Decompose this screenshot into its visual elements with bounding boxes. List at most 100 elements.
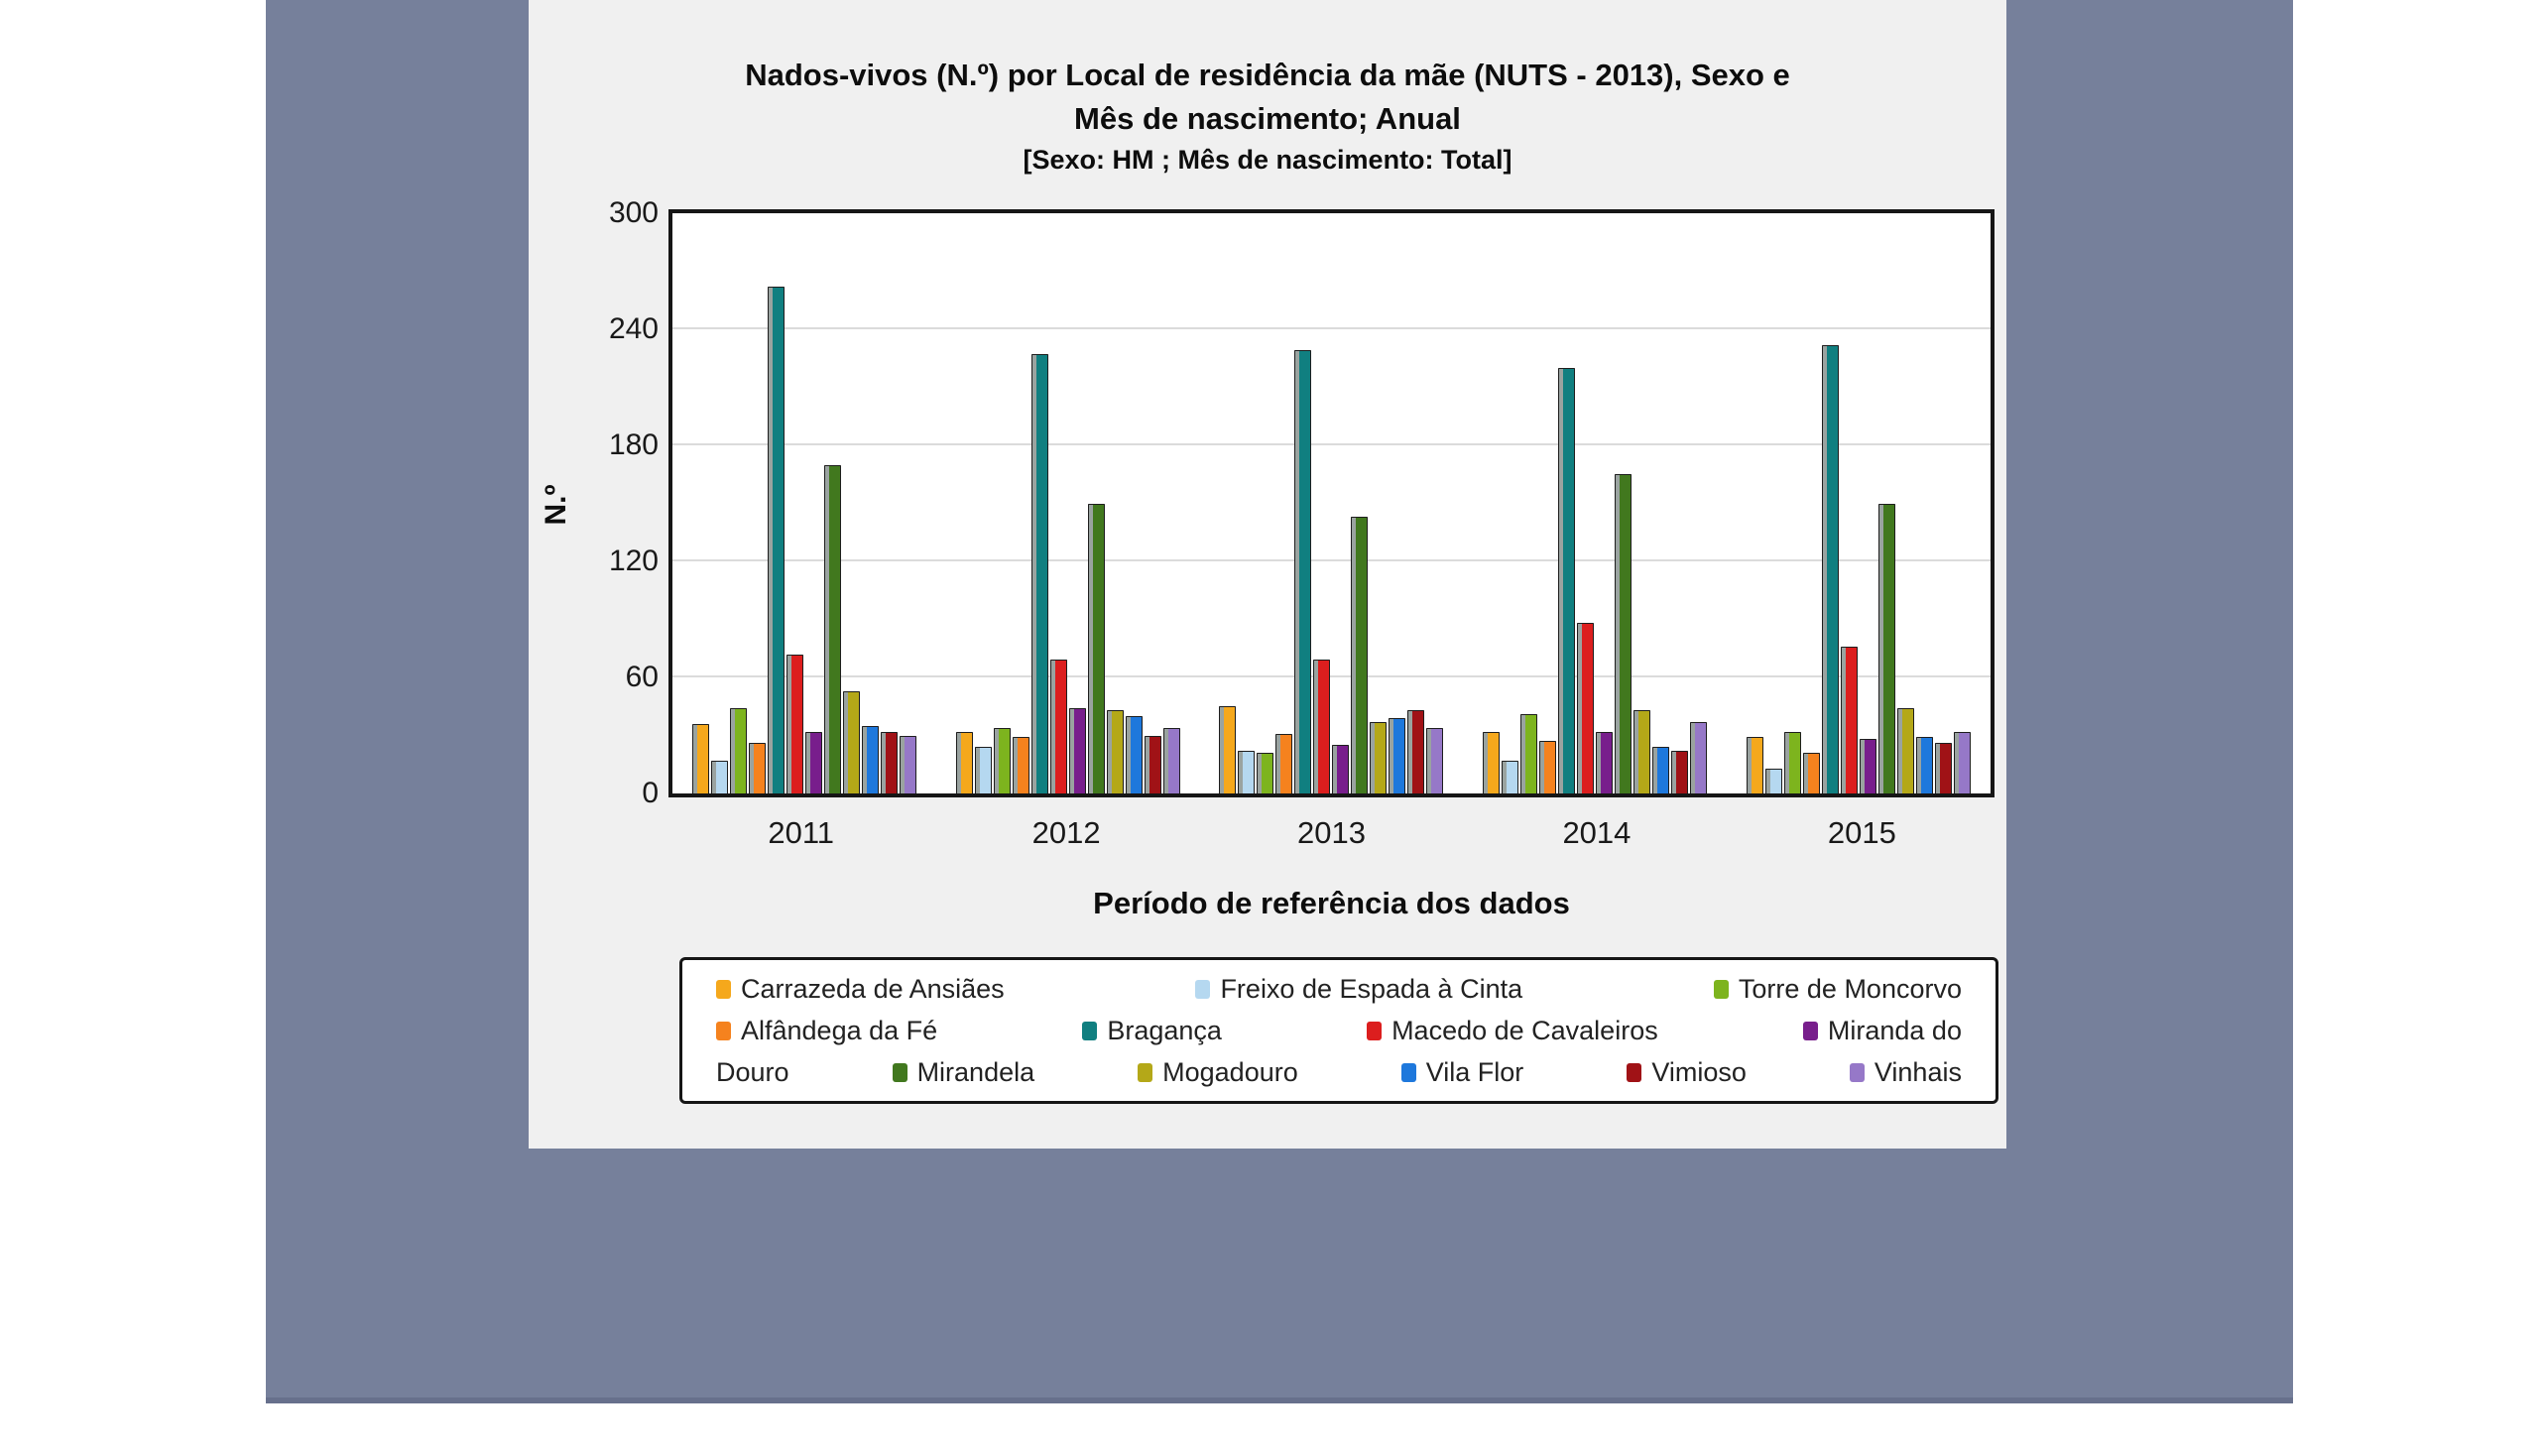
bar-carrazeda-de-ansiaes-2011	[691, 723, 709, 793]
bar-vila-flor-2012	[1125, 716, 1143, 793]
bar-carrazeda-de-ansiaes-2015	[1747, 737, 1764, 793]
legend-swatch	[1400, 1062, 1416, 1082]
bar-braganca-2011	[767, 287, 785, 793]
bar-braganca-2012	[1030, 354, 1048, 793]
bar-miranda-do-douro-2013	[1332, 745, 1350, 793]
bar-vila-flor-2014	[1652, 747, 1670, 793]
legend-item-mogadouro: Mogadouro	[1138, 1057, 1298, 1088]
y-tick-label: 300	[608, 196, 659, 229]
bar-vimioso-2011	[880, 731, 898, 793]
y-tick-label: 0	[642, 777, 659, 809]
bar-torre-de-moncorvo-2014	[1520, 714, 1538, 793]
bar-group-2011	[672, 213, 936, 793]
bar-vinhais-2012	[1162, 727, 1180, 793]
legend-label: Bragança	[1107, 1015, 1222, 1045]
legend-item-carrazeda-de-ansiaes: Carrazeda de Ansiães	[716, 974, 1005, 1005]
legend-swatch	[1082, 1021, 1098, 1040]
legend-label: Vila Flor	[1425, 1056, 1524, 1087]
bar-mirandela-2011	[823, 464, 841, 793]
bar-vila-flor-2015	[1916, 737, 1934, 793]
chart-title-line2: Mês de nascimento; Anual	[1074, 101, 1461, 136]
y-tick-label: 180	[608, 428, 659, 461]
legend-item-macedo-de-cavaleiros: Macedo de Cavaleiros	[1367, 1016, 1658, 1046]
legend-swatch	[892, 1062, 907, 1082]
legend-item-freixo-de-espada-a-cinta: Freixo de Espada à Cinta	[1195, 974, 1522, 1005]
legend-row: Alfândega da Fé Bragança Macedo de Cavalei…	[716, 1016, 1962, 1046]
bar-carrazeda-de-ansiaes-2013	[1219, 706, 1237, 793]
bar-miranda-do-douro-2015	[1860, 739, 1877, 793]
legend-item-vimioso: Vimioso	[1627, 1057, 1747, 1088]
x-axis-ticks: 2011 2012 2013 2014 2015	[668, 815, 1995, 851]
chart-subtitle: [Sexo: HM ; Mês de nascimento: Total]	[1023, 145, 1512, 175]
legend-label: Douro	[716, 1056, 789, 1087]
bar-carrazeda-de-ansiaes-2014	[1483, 731, 1501, 793]
legend-swatch	[1367, 1021, 1383, 1040]
bar-alfandega-da-fe-2011	[748, 743, 766, 793]
gridline	[672, 443, 1991, 445]
bar-vila-flor-2011	[861, 725, 879, 793]
y-axis-label: N.º	[540, 484, 572, 526]
gridline	[672, 675, 1991, 677]
bar-freixo-de-espada-a-cinta-2013	[1238, 751, 1256, 793]
x-tick-label-2013: 2013	[1297, 815, 1366, 850]
legend-label: Freixo de Espada à Cinta	[1220, 973, 1523, 1004]
bar-vimioso-2015	[1935, 743, 1953, 793]
legend-swatch	[716, 1021, 731, 1040]
chart-title-line1: Nados-vivos (N.º) por Local de residênci…	[745, 58, 1790, 92]
bar-miranda-do-douro-2014	[1596, 731, 1614, 793]
bar-miranda-do-douro-2011	[804, 731, 822, 793]
bar-vinhais-2014	[1690, 721, 1708, 793]
bar-vinhais-2015	[1954, 731, 1972, 793]
legend-item-vila-flor: Vila Flor	[1400, 1056, 1524, 1088]
gridline	[672, 327, 1991, 329]
legend-label: Vinhais	[1874, 1056, 1962, 1087]
gridline	[672, 559, 1991, 561]
bar-miranda-do-douro-2012	[1068, 708, 1086, 793]
legend-item-braganca: Bragança	[1082, 1016, 1222, 1046]
bar-freixo-de-espada-a-cinta-2015	[1765, 768, 1783, 793]
legend-swatch	[1713, 979, 1729, 999]
legend-item-mirandela: Mirandela	[892, 1057, 1034, 1088]
legend-label: Miranda do	[1827, 1015, 1962, 1045]
y-tick-label: 240	[608, 312, 659, 345]
bar-freixo-de-espada-a-cinta-2011	[710, 760, 728, 793]
bar-group-2015	[1727, 213, 1991, 793]
bar-group-2012	[936, 213, 1200, 793]
bar-braganca-2013	[1294, 350, 1312, 793]
bar-mirandela-2014	[1615, 474, 1632, 793]
legend-swatch	[1849, 1062, 1865, 1082]
bar-groups	[672, 213, 1991, 793]
chart-panel: Nados-vivos (N.º) por Local de residênci…	[529, 0, 2006, 1149]
bar-braganca-2014	[1558, 368, 1576, 793]
bar-mogadouro-2014	[1633, 710, 1651, 793]
legend-swatch	[1627, 1062, 1642, 1082]
bar-mogadouro-2013	[1370, 721, 1388, 793]
bar-macedo-de-cavaleiros-2012	[1049, 660, 1067, 793]
legend-row: Douro Mirandela Mogadouro Vila Flor Vimioso V…	[716, 1057, 1962, 1088]
bar-mogadouro-2011	[842, 690, 860, 793]
legend-swatch	[1138, 1062, 1153, 1082]
x-tick-label-2015: 2015	[1827, 815, 1896, 850]
bar-vila-flor-2013	[1389, 717, 1406, 793]
bar-macedo-de-cavaleiros-2011	[786, 654, 803, 793]
legend-label: Carrazeda de Ansiães	[741, 973, 1005, 1004]
chart-title: Nados-vivos (N.º) por Local de residênci…	[529, 54, 2006, 141]
bar-vimioso-2013	[1407, 710, 1425, 793]
bar-alfandega-da-fe-2013	[1275, 733, 1293, 793]
bar-vimioso-2014	[1671, 751, 1689, 793]
bar-mogadouro-2012	[1106, 710, 1124, 793]
bar-freixo-de-espada-a-cinta-2014	[1502, 760, 1519, 793]
legend-label: Mogadouro	[1162, 1056, 1298, 1087]
bar-group-2013	[1200, 213, 1464, 793]
bar-mirandela-2015	[1878, 503, 1896, 793]
legend-label: Macedo de Cavaleiros	[1391, 1015, 1658, 1045]
legend-label: Alfândega da Fé	[741, 1015, 938, 1045]
legend-item-miranda-do: Miranda do	[1802, 1015, 1962, 1046]
bar-alfandega-da-fe-2015	[1803, 753, 1821, 793]
bar-torre-de-moncorvo-2011	[729, 708, 747, 793]
legend-item-alfandega-da-fe: Alfândega da Fé	[716, 1016, 937, 1046]
bar-torre-de-moncorvo-2015	[1784, 731, 1802, 793]
bar-freixo-de-espada-a-cinta-2012	[974, 747, 992, 793]
bar-macedo-de-cavaleiros-2015	[1841, 646, 1859, 793]
bar-vinhais-2011	[899, 735, 916, 793]
